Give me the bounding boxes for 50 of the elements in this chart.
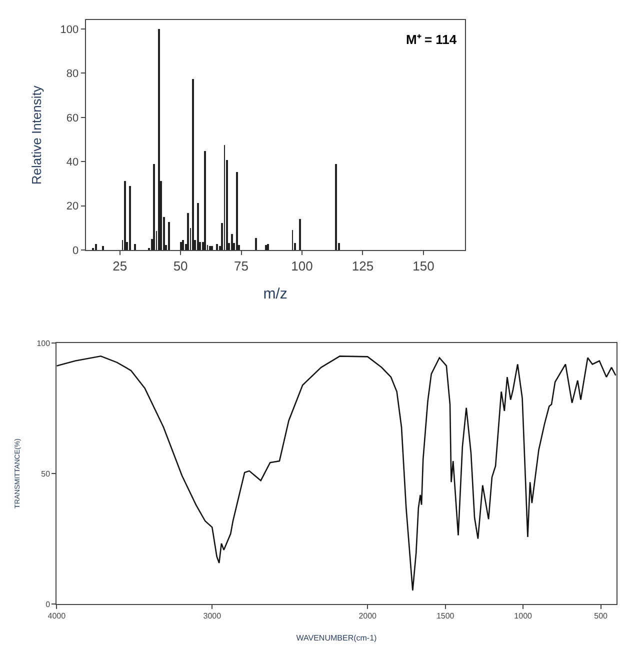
x-tick-label: 2000	[358, 612, 378, 621]
bar	[230, 234, 233, 250]
x-tick-label: 1500	[436, 612, 455, 621]
bar	[182, 240, 184, 250]
y-tick-label: 60	[66, 112, 79, 124]
bar	[254, 238, 257, 250]
bar	[128, 186, 131, 250]
x-tick-label: 1000	[514, 612, 533, 621]
x-tick-label: 50	[173, 258, 188, 274]
x-tick-label: 500	[594, 612, 608, 621]
y-tick-label: 0	[72, 244, 79, 257]
bar	[152, 164, 155, 250]
y-tick-label: 20	[66, 200, 79, 213]
x-axis-title: m/z	[263, 286, 288, 303]
annotation: M⁺ = 114	[406, 32, 458, 47]
bar	[94, 244, 97, 250]
x-tick-label: 150	[412, 258, 434, 274]
x-tick-label: 3000	[203, 612, 222, 621]
x-tick-label: 25	[112, 258, 128, 274]
bar	[124, 181, 126, 250]
y-tick-label: 100	[60, 24, 79, 36]
bar	[102, 246, 104, 250]
bar	[298, 219, 301, 250]
bar	[264, 245, 267, 250]
bar	[186, 213, 189, 250]
y-tick-label: 100	[36, 338, 51, 348]
bar	[196, 203, 199, 250]
x-axis-title: WAVENUMBER(cm-1)	[296, 634, 378, 643]
y-tick-label: 0	[46, 600, 51, 609]
bar	[168, 222, 170, 250]
y-tick-label: 40	[66, 156, 79, 168]
x-tick-label: 75	[234, 258, 249, 274]
bar	[204, 151, 206, 250]
bar	[210, 246, 213, 250]
x-tick-label: 100	[291, 258, 313, 274]
bar	[208, 246, 211, 250]
y-axis-title: Relative Intensity	[29, 85, 44, 185]
bar	[158, 29, 160, 250]
bar	[334, 164, 337, 250]
x-tick-label: 4000	[48, 612, 66, 621]
bar	[180, 242, 182, 250]
y-tick-label: 80	[66, 68, 79, 80]
y-tick-label: 50	[41, 469, 51, 478]
bar	[134, 244, 136, 250]
bar	[266, 244, 269, 250]
bar	[192, 79, 194, 250]
line-series	[56, 356, 616, 592]
bar	[216, 244, 218, 250]
bar	[236, 172, 238, 250]
x-tick-label: 125	[352, 258, 374, 274]
